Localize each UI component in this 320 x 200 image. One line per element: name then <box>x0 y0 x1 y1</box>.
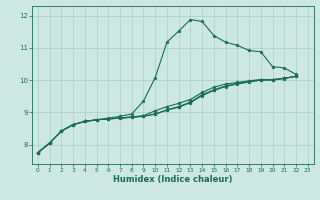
X-axis label: Humidex (Indice chaleur): Humidex (Indice chaleur) <box>113 175 233 184</box>
